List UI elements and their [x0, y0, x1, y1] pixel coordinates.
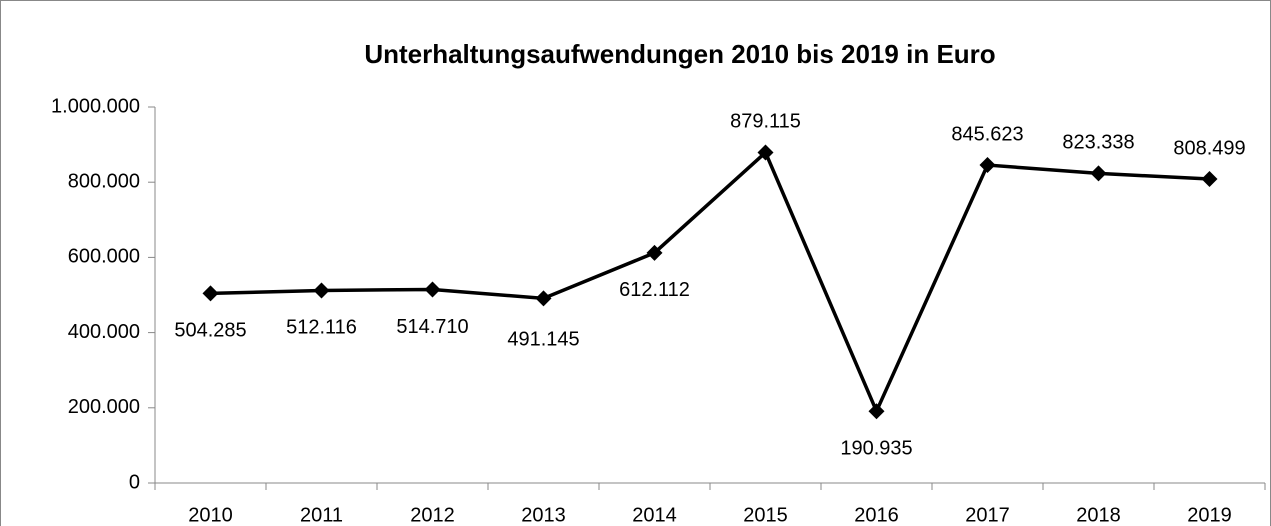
marker: [1090, 165, 1107, 182]
data-label: 514.710: [396, 316, 468, 338]
marker: [424, 281, 441, 298]
data-label: 512.116: [286, 317, 357, 339]
x-tick-label: 2017: [965, 504, 1010, 526]
data-label: 612.112: [619, 279, 690, 301]
marker: [646, 244, 663, 261]
data-label: 845.623: [951, 123, 1023, 145]
x-tick-label: 2015: [743, 504, 788, 526]
x-tick-label: 2012: [410, 504, 455, 526]
marker: [757, 144, 774, 161]
data-label: 190.935: [840, 437, 912, 459]
marker: [202, 285, 219, 302]
data-label: 879.115: [730, 111, 801, 133]
x-tick-label: 2014: [632, 504, 677, 526]
y-tick-label: 0: [129, 471, 140, 493]
marker: [979, 157, 996, 174]
chart-title: Unterhaltungsaufwendungen 2010 bis 2019 …: [364, 39, 995, 69]
x-tick-label: 2013: [521, 504, 566, 526]
data-label: 504.285: [174, 320, 246, 342]
x-tick-label: 2016: [854, 504, 899, 526]
marker: [868, 403, 885, 420]
line: [210, 149, 1210, 416]
x-tick-label: 2018: [1076, 504, 1121, 526]
x-tick-label: 2011: [300, 504, 343, 526]
y-tick-label: 400.000: [68, 321, 140, 343]
data-label: 823.338: [1062, 132, 1134, 154]
marker: [1201, 171, 1218, 188]
marker: [313, 282, 330, 299]
marker: [535, 290, 552, 307]
x-tick-label: 2019: [1187, 504, 1232, 526]
y-tick-label: 1.000.000: [51, 95, 140, 117]
y-tick-label: 800.000: [68, 170, 140, 192]
y-tick-label: 200.000: [68, 396, 140, 418]
x-tick-label: 2010: [188, 504, 233, 526]
y-tick-label: 600.000: [68, 246, 140, 268]
data-label: 491.145: [507, 329, 579, 351]
data-label: 808.499: [1173, 137, 1245, 159]
